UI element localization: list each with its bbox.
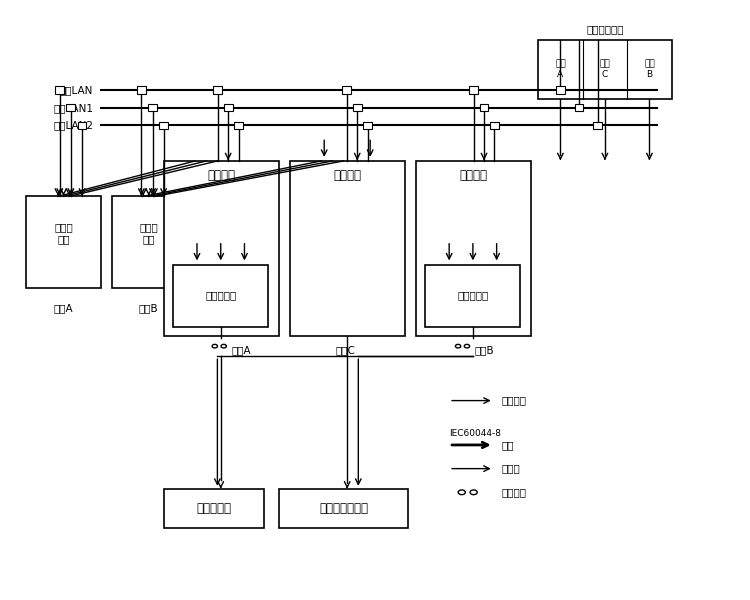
Text: 测量
B: 测量 B (644, 59, 655, 79)
Bar (556, 86, 565, 94)
Bar (352, 104, 362, 111)
Text: 控制LAN2: 控制LAN2 (53, 121, 93, 130)
Text: 控制总线: 控制总线 (501, 395, 526, 406)
Bar (148, 104, 157, 111)
Bar (470, 86, 478, 94)
Bar (159, 122, 168, 129)
Text: 控制B: 控制B (139, 303, 158, 313)
Text: 保护LAN: 保护LAN (60, 85, 93, 95)
Bar (173, 265, 268, 326)
Text: 光纤: 光纤 (501, 440, 514, 450)
Bar (26, 196, 100, 288)
Bar (574, 104, 584, 111)
Bar (67, 104, 75, 111)
Text: 三取二
逻辑: 三取二 逻辑 (140, 223, 158, 244)
Text: 保护装置: 保护装置 (333, 169, 362, 182)
Bar (342, 86, 351, 94)
Text: 三取二逻辑: 三取二逻辑 (205, 290, 236, 301)
Text: 控制LAN1: 控制LAN1 (53, 103, 93, 113)
Text: 保护压板: 保护压板 (501, 487, 526, 497)
Bar (479, 104, 488, 111)
Bar (137, 86, 146, 94)
Text: 测量
A: 测量 A (555, 59, 566, 79)
Bar (593, 122, 602, 129)
Bar (164, 161, 278, 335)
Bar (490, 122, 499, 129)
Text: 现场测量元件: 现场测量元件 (586, 24, 624, 34)
Text: 控制A: 控制A (54, 303, 74, 313)
Bar (234, 122, 243, 129)
Text: IEC60044-8: IEC60044-8 (449, 428, 501, 437)
Bar (213, 86, 222, 94)
Text: 三取二
逻辑: 三取二 逻辑 (54, 223, 73, 244)
Text: 测量
C: 测量 C (599, 59, 610, 79)
Bar (164, 490, 264, 528)
Text: 保护B: 保护B (475, 345, 494, 355)
Text: 硬接线: 硬接线 (501, 464, 520, 473)
Text: 保护C: 保护C (335, 345, 356, 355)
Bar (77, 122, 86, 129)
Bar (425, 265, 520, 326)
Text: 交流断路器接口: 交流断路器接口 (319, 502, 368, 515)
Bar (56, 86, 64, 94)
Bar (538, 40, 672, 99)
Text: 三取二逻辑: 三取二逻辑 (458, 290, 488, 301)
Text: 保护装置: 保护装置 (207, 169, 235, 182)
Text: 保护装置: 保护装置 (459, 169, 488, 182)
Text: 保护A: 保护A (231, 345, 251, 355)
Bar (363, 122, 372, 129)
Bar (416, 161, 531, 335)
Bar (112, 196, 186, 288)
Bar (278, 490, 408, 528)
Bar (290, 161, 405, 335)
Text: 直流断路器: 直流断路器 (196, 502, 231, 515)
Bar (224, 104, 232, 111)
